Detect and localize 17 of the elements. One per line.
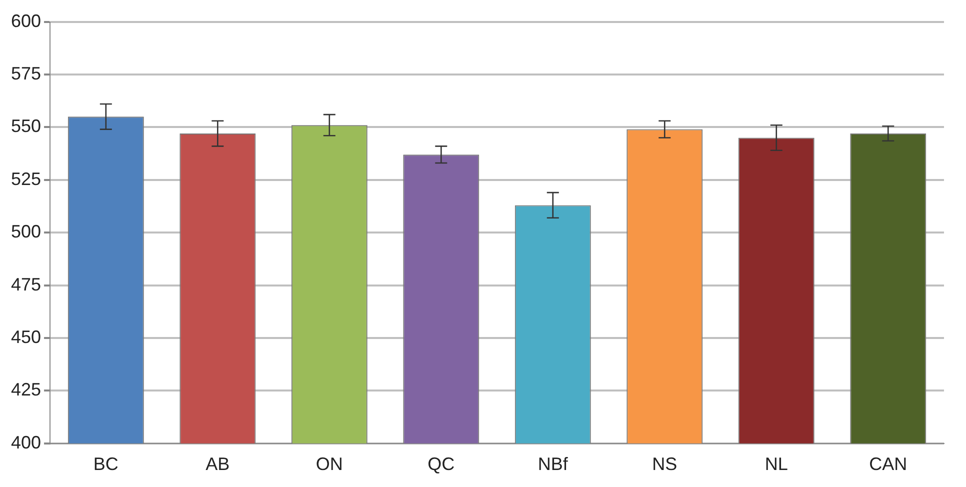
x-tick-label: NBf [538,454,569,474]
x-tick-label: NL [764,454,788,474]
x-tick-label: QC [428,454,455,474]
y-tick-label: 475 [10,274,42,294]
x-tick-label: NS [652,454,678,474]
y-tick-label: 600 [10,10,42,31]
x-tick-label: CAN [869,454,908,474]
x-tick-label: ON [316,454,343,474]
y-tick-label: 550 [10,116,42,136]
y-tick-label: 425 [10,380,42,400]
x-tick-label: BC [93,454,118,474]
y-tick-label: 450 [10,326,42,347]
y-tick-label: 400 [10,432,42,452]
y-tick-label: 525 [10,168,42,189]
x-tick-label: AB [206,454,230,474]
y-tick-label: 575 [10,63,42,84]
y-tick-label: 500 [10,222,42,242]
